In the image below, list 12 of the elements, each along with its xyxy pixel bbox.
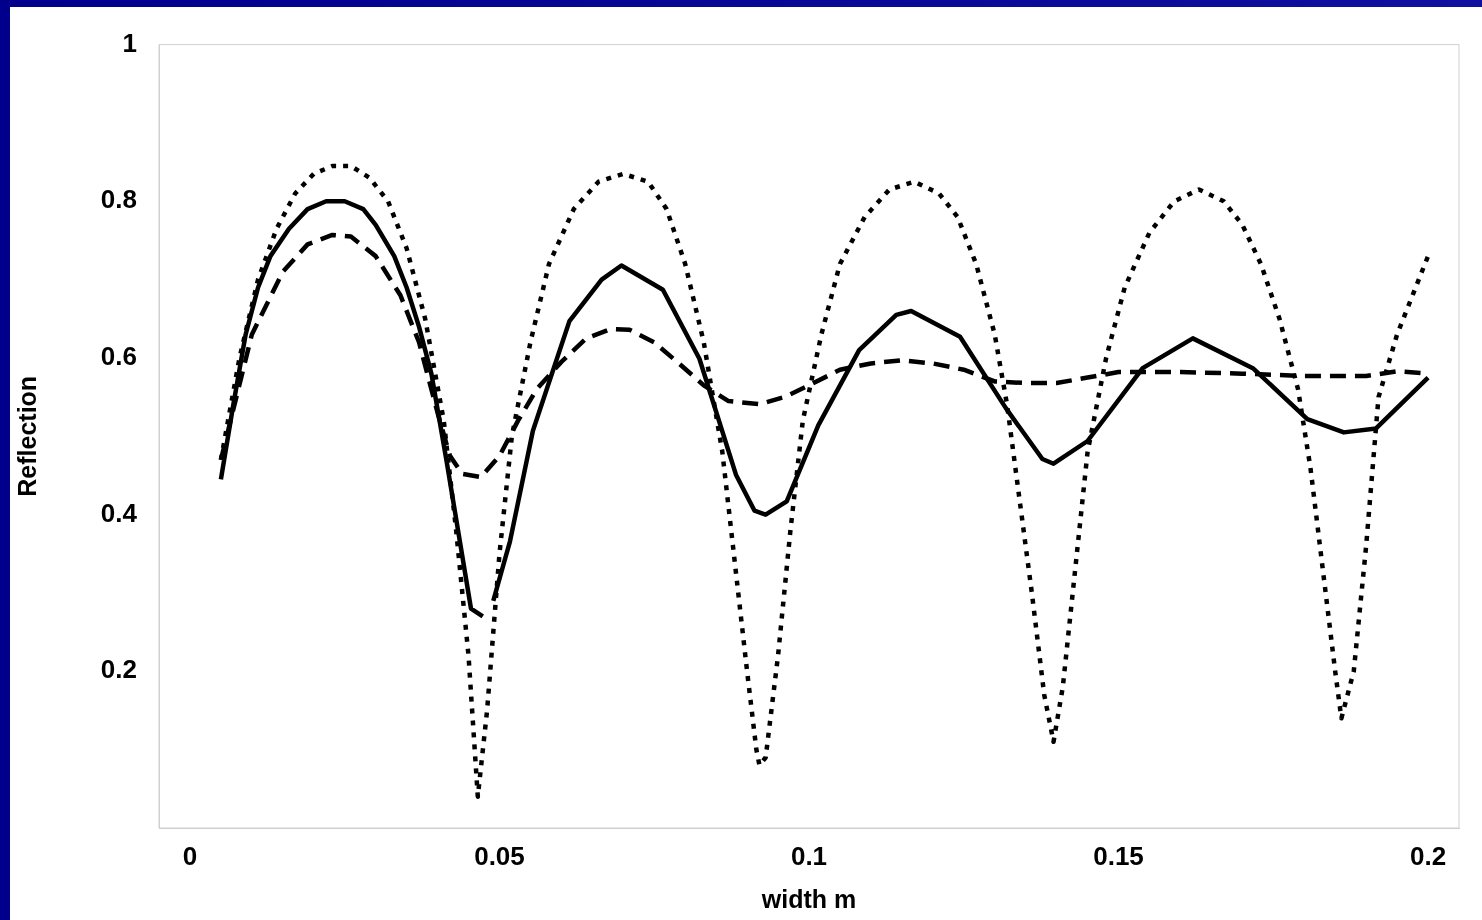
- y-tick-label: 0.8: [100, 184, 137, 215]
- x-tick-label: 0.05: [474, 840, 525, 871]
- x-tick-label: 0.15: [1093, 840, 1144, 871]
- x-tick-label: 0.2: [1409, 840, 1447, 871]
- y-tick-label: 0.2: [100, 654, 137, 685]
- y-tick-label: 1: [122, 27, 137, 58]
- x-tick-label: 0: [182, 840, 198, 871]
- x-tick-label: 0.1: [790, 840, 828, 871]
- y-axis-title: Reflection: [12, 375, 41, 497]
- y-tick-label: 0.6: [100, 341, 137, 372]
- x-axis-title: width m: [760, 884, 857, 913]
- y-tick-label: 0.4: [100, 497, 138, 528]
